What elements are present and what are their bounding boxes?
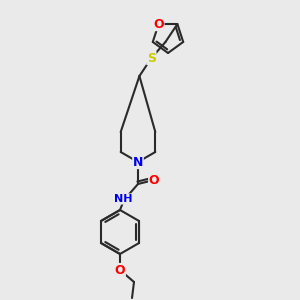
Text: S: S xyxy=(147,52,156,64)
Text: O: O xyxy=(115,263,125,277)
Text: NH: NH xyxy=(114,194,132,204)
Text: O: O xyxy=(149,173,159,187)
Text: O: O xyxy=(153,18,164,31)
Text: N: N xyxy=(133,155,143,169)
